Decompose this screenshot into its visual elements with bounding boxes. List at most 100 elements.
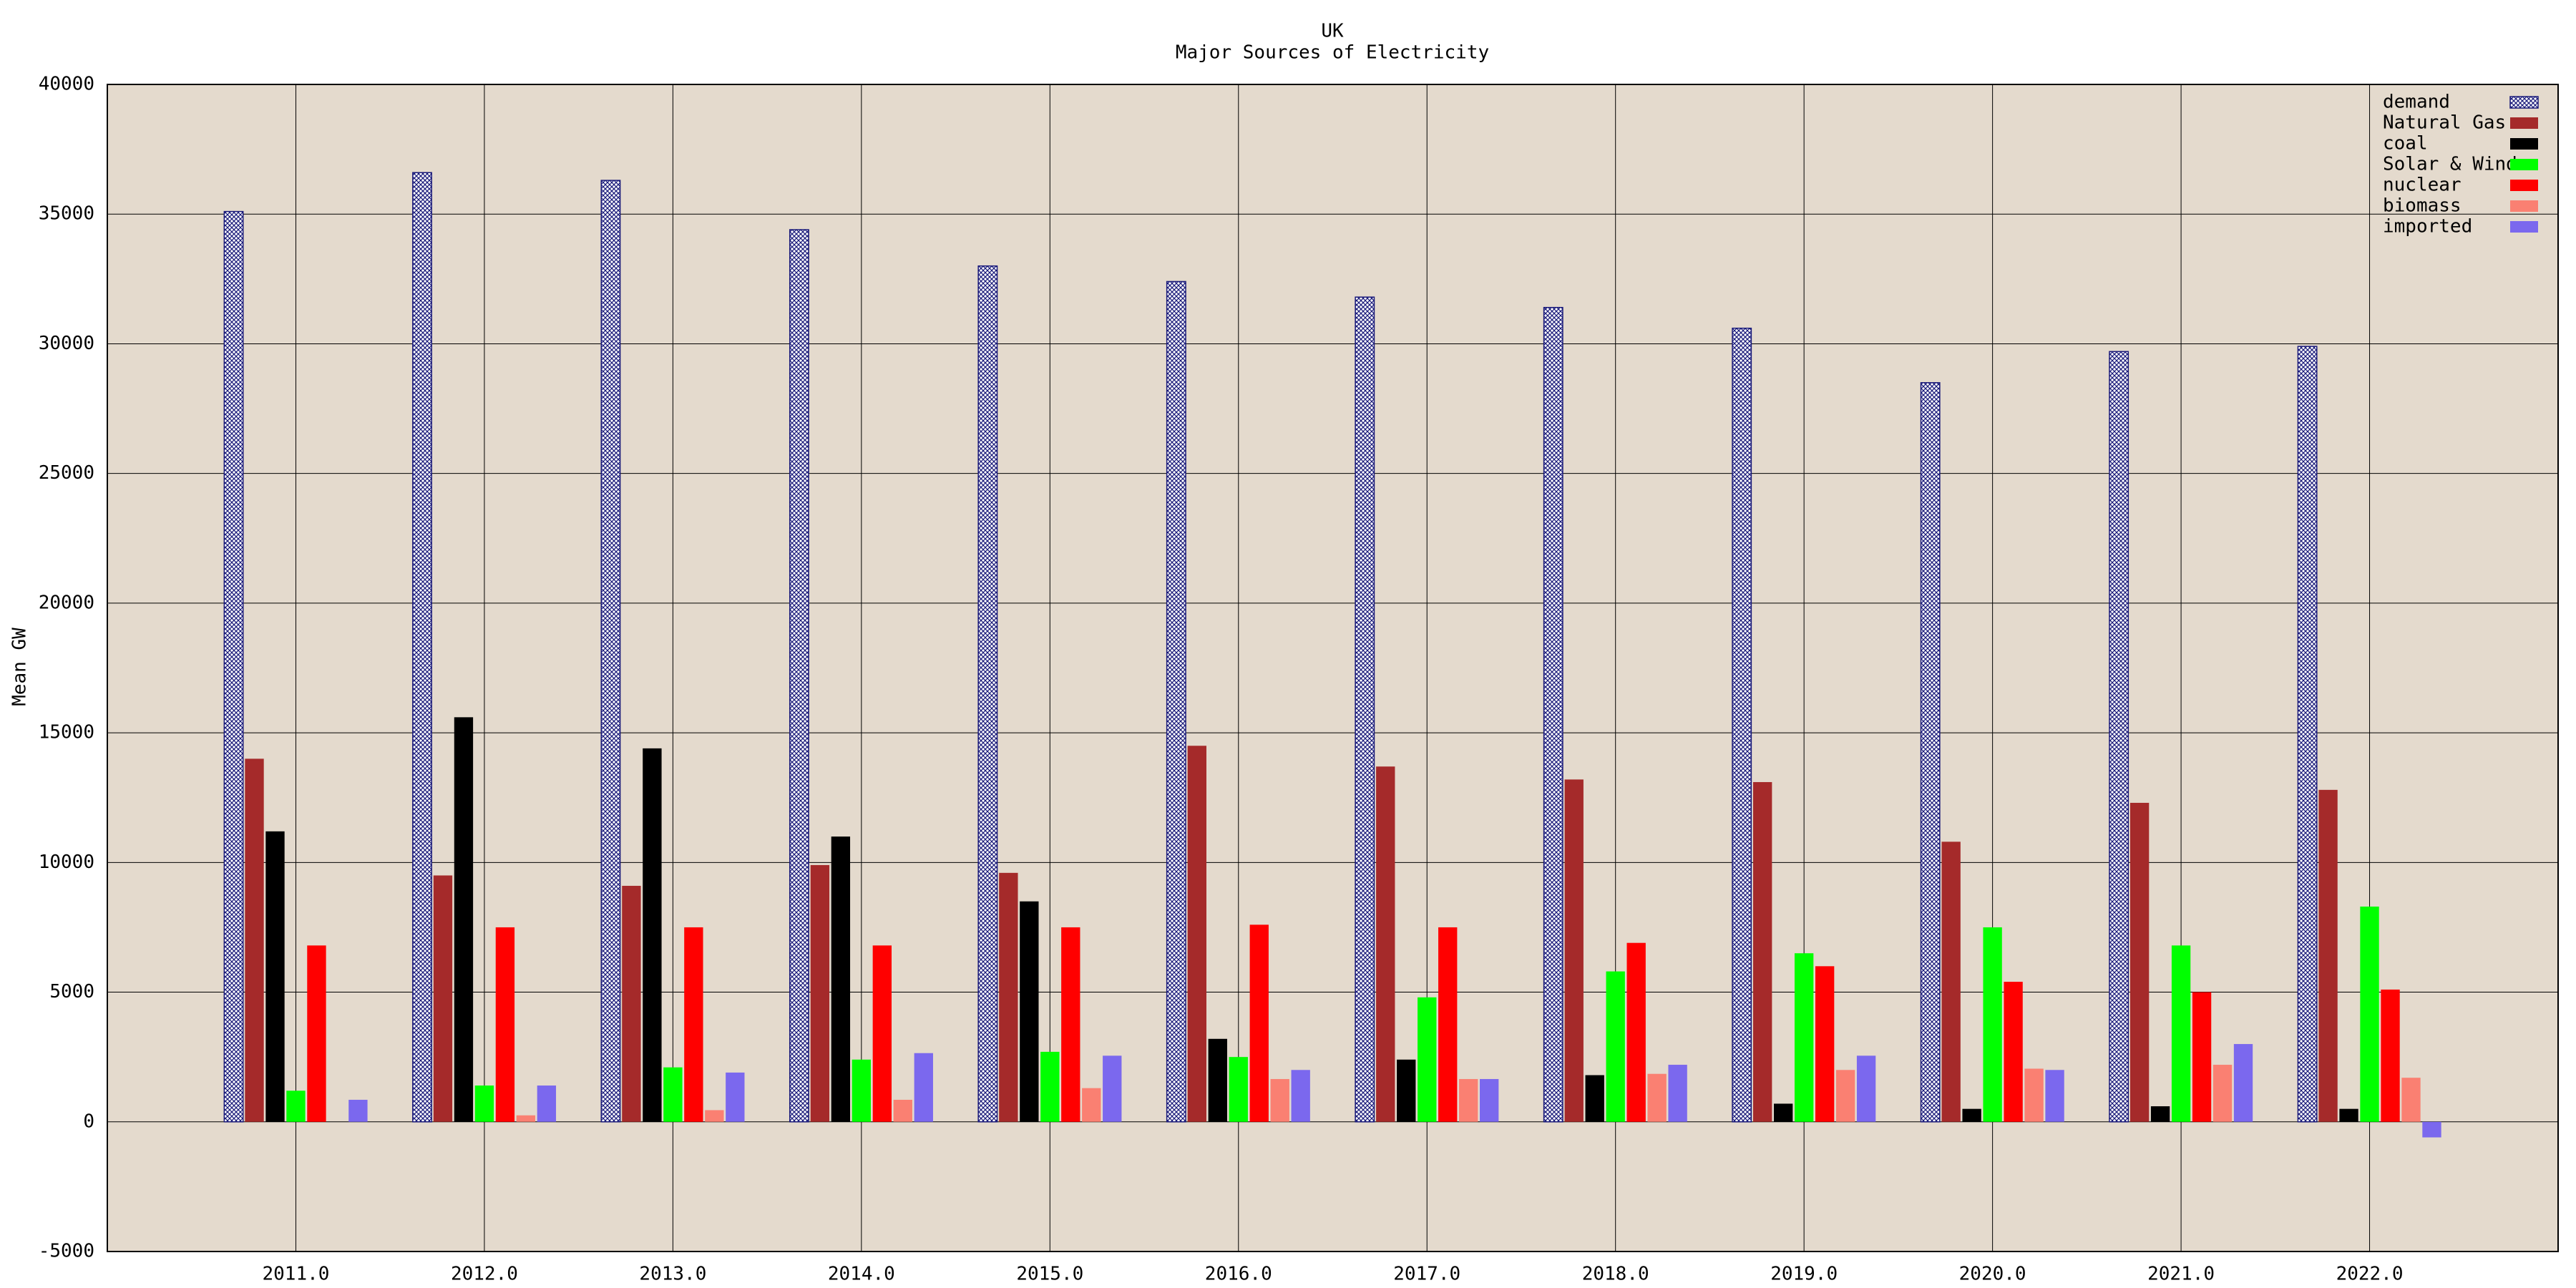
bar [1291,1070,1310,1122]
bar [412,172,432,1123]
bar [537,1085,557,1122]
bar [1983,927,2002,1122]
bar [1020,901,1039,1122]
bar [1376,766,1395,1122]
x-tick-label: 2016.0 [1205,1264,1272,1285]
bar [1962,1108,1981,1122]
bar [2360,906,2379,1122]
bar [1564,779,1584,1122]
x-tick-label: 2013.0 [639,1264,706,1285]
bar [245,758,264,1122]
bar [2381,989,2400,1122]
bar [2045,1070,2064,1122]
y-tick-label: 15000 [39,722,94,743]
bar [2150,1106,2170,1122]
y-tick-label: 10000 [39,852,94,873]
bar [1941,841,1961,1122]
plot-area [107,84,2558,1252]
bar [286,1091,306,1122]
bar [726,1072,745,1122]
bar [1061,927,1080,1122]
bar [1438,927,1458,1122]
bar [1774,1103,1793,1122]
bar [1585,1075,1604,1122]
bar [2024,1068,2044,1122]
bar [1753,781,1772,1122]
bar [1794,953,1814,1122]
legend-swatch [2510,221,2538,233]
y-tick-label: 35000 [39,203,94,225]
legend-swatch [2510,180,2538,191]
legend-swatch [2510,159,2538,170]
legend-label: nuclear [2383,175,2462,196]
x-tick-label: 2017.0 [1393,1264,1460,1285]
bar [705,1110,724,1122]
bar [495,927,515,1122]
bar [1459,1078,1478,1122]
bar [2109,351,2129,1123]
bar [1626,942,1646,1122]
bar [810,864,830,1122]
bar [1040,1051,1060,1122]
bar [1208,1038,1227,1122]
bar [474,1085,494,1122]
bar [1103,1055,1122,1122]
legend-label: Natural Gas [2383,112,2506,134]
bar [1920,382,1941,1123]
bar [852,1059,872,1122]
bar [1270,1078,1289,1122]
y-tick-label: 25000 [39,462,94,484]
bar [1082,1088,1101,1122]
plot-frame [107,84,2559,1252]
x-tick-label: 2014.0 [828,1264,895,1285]
x-tick-label: 2022.0 [2336,1264,2404,1285]
x-tick-label: 2011.0 [263,1264,330,1285]
bar [1187,746,1206,1122]
legend-swatch [2510,200,2538,212]
legend-label: coal [2383,133,2428,155]
bar [307,945,326,1122]
bar [265,831,285,1122]
y-tick-label: 5000 [49,981,94,1002]
bar [1606,971,1625,1122]
bar [643,748,662,1122]
y-tick-label: 40000 [39,74,94,95]
bar [2192,992,2212,1122]
legend-label: demand [2383,92,2450,113]
legend-label: biomass [2383,195,2462,217]
bar [2422,1121,2441,1138]
bar [348,1099,368,1122]
bar [663,1067,683,1122]
bar [223,210,244,1123]
bar [2401,1078,2421,1122]
bar [2171,945,2191,1122]
bar [2297,346,2318,1123]
y-tick-label: 30000 [39,333,94,354]
y-tick-label: -5000 [39,1241,94,1262]
bar [2004,982,2023,1122]
legend-swatch [2509,96,2539,109]
bar [1480,1078,1499,1122]
bar [1835,1070,1855,1122]
bar [600,180,621,1123]
y-tick-label: 0 [83,1111,94,1132]
x-tick-label: 2019.0 [1770,1264,1838,1285]
bar [1166,280,1186,1123]
bar [1418,997,1437,1122]
bar [1229,1057,1248,1122]
x-tick-label: 2012.0 [451,1264,518,1285]
legend-swatch [2510,117,2538,129]
bar [684,927,703,1122]
bar [999,872,1018,1122]
legend-label: imported [2383,216,2472,238]
bar [789,229,809,1123]
bar [1543,306,1563,1123]
bar [2129,802,2150,1122]
bar [516,1115,536,1122]
bar [872,945,892,1122]
bar [2212,1065,2233,1122]
y-tick-label: 20000 [39,592,94,613]
bar [2339,1108,2358,1122]
bar [2233,1044,2253,1122]
